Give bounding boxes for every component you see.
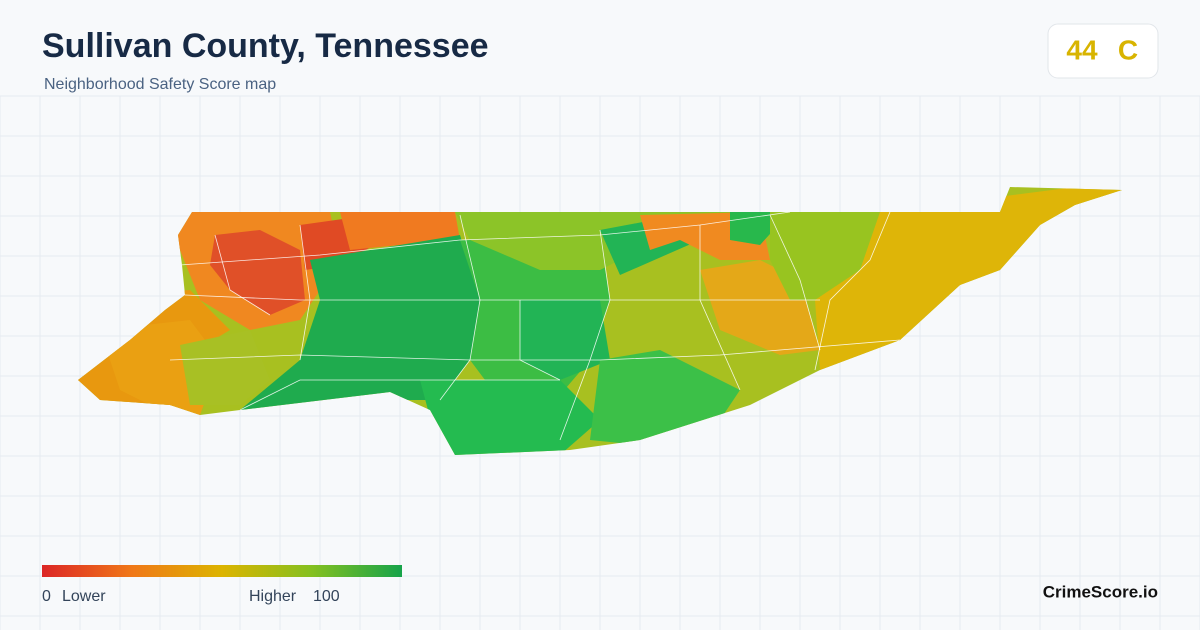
tract-border xyxy=(184,294,820,301)
tract-border xyxy=(169,339,901,361)
tract-border xyxy=(214,234,271,316)
score-badge xyxy=(1047,23,1159,79)
score-value: 44 xyxy=(1066,34,1098,65)
county-map xyxy=(78,187,1122,455)
region xyxy=(180,330,270,405)
region xyxy=(240,235,480,410)
legend-min: 0 xyxy=(42,588,51,605)
tract-border xyxy=(769,214,821,351)
tract-border xyxy=(559,229,611,441)
region xyxy=(770,212,890,300)
brand: CrimeScore.io xyxy=(1043,582,1158,601)
tract-border xyxy=(519,300,561,381)
tract-border xyxy=(699,225,741,391)
tract-border xyxy=(439,214,481,401)
region xyxy=(815,187,1122,370)
legend-max: 100 xyxy=(313,588,340,605)
region xyxy=(420,380,600,455)
score-grade: C xyxy=(1118,34,1138,65)
legend-gradient xyxy=(42,565,402,577)
legend-min-label: Lower xyxy=(62,588,106,605)
subtitle: Neighborhood Safety Score map xyxy=(44,76,276,93)
tract-border xyxy=(814,211,891,371)
tract-border xyxy=(299,224,311,361)
legend-max-label: Higher xyxy=(249,588,297,605)
title: Sullivan County, Tennessee xyxy=(42,27,489,65)
tract-border xyxy=(239,379,560,411)
tract-border xyxy=(179,211,791,266)
tract-borders xyxy=(169,211,901,441)
region xyxy=(210,230,305,315)
